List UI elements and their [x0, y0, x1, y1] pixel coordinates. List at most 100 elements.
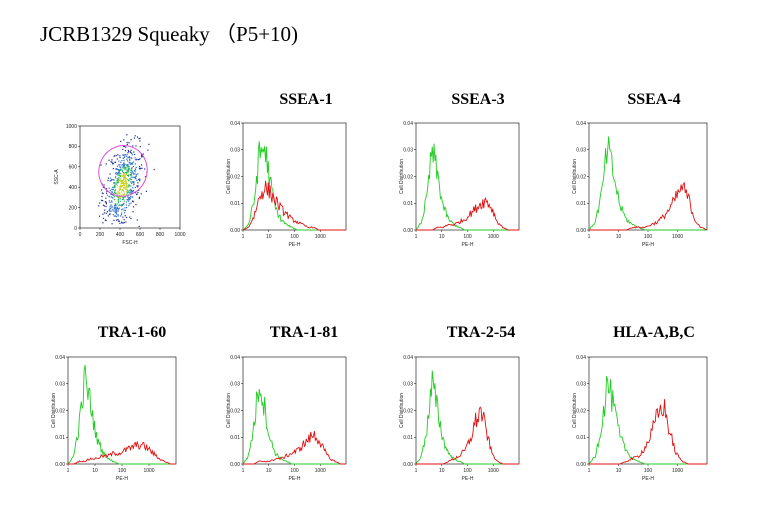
scatter-point [107, 179, 109, 182]
scatter-point [126, 189, 128, 191]
scatter-point [129, 189, 131, 192]
scatter-point [100, 199, 103, 201]
scatter-point [110, 200, 113, 202]
histogram-hla: 1 10 100 1000 0.00 0.01 0.02 0.03 0.04 PE-H Cell D… [572, 355, 708, 482]
scatter-point [113, 192, 116, 194]
scatter-point [131, 190, 133, 193]
scatter-point [122, 179, 124, 182]
scatter-point [125, 187, 127, 189]
scatter-point [131, 182, 133, 184]
scatter-point [124, 215, 126, 217]
scatter-point [122, 174, 125, 176]
scatter-point [119, 175, 121, 177]
scatter-point [123, 154, 125, 156]
scatter-point [135, 173, 138, 176]
y-tick-label: 0.00 [230, 462, 240, 468]
scatter-point [141, 167, 143, 169]
scatter-point [118, 178, 120, 180]
scatter-point [115, 205, 117, 207]
scatter-point [125, 221, 127, 223]
scatter-point [131, 162, 133, 164]
stained-histogram-line [68, 441, 176, 465]
scatter-point [130, 167, 133, 170]
scatter-point [117, 202, 120, 204]
scatter-point [136, 136, 139, 138]
scatter-point [142, 153, 144, 155]
scatter-point [127, 186, 129, 188]
scatter-point [118, 196, 120, 198]
control-histogram-line [67, 364, 176, 465]
x-tick-label: 1 [242, 234, 245, 240]
scatter-point [126, 171, 128, 173]
scatter-point [121, 166, 123, 168]
y-axis-label: SSC-A [54, 169, 60, 185]
scatter-point [106, 194, 109, 196]
scatter-point [139, 180, 141, 182]
scatter-point [105, 212, 107, 214]
scatter-point [115, 192, 117, 195]
scatter-point [106, 190, 108, 193]
x-tick-label: 100 [463, 234, 472, 240]
x-axis-label: PE-H [462, 242, 474, 248]
scatter-point [111, 201, 113, 203]
scatter-point [118, 169, 121, 172]
scatter-point [123, 202, 125, 205]
scatter-point [129, 158, 131, 160]
scatter-point [122, 208, 124, 210]
scatter-point [113, 179, 115, 181]
scatter-point [115, 210, 117, 212]
scatter-point [133, 137, 136, 139]
scatter-point [112, 163, 114, 165]
scatter-point [121, 222, 123, 224]
scatter-point [104, 209, 106, 211]
scatter-point [115, 168, 117, 170]
stained-histogram-line [243, 430, 346, 465]
plot-frame [415, 122, 520, 231]
scatter-point [132, 189, 134, 192]
scatter-point [130, 217, 132, 220]
scatter-point [115, 212, 118, 214]
y-tick-label: 0.02 [403, 174, 413, 180]
scatter-point [105, 197, 107, 199]
scatter-point [115, 154, 117, 157]
x-tick-label: 1 [67, 468, 70, 474]
scatter-point [135, 166, 137, 169]
scatter-point [121, 170, 123, 172]
scatter-point [134, 169, 137, 171]
scatter-point [127, 200, 130, 202]
scatter-point [98, 215, 101, 217]
scatter-point [108, 200, 110, 202]
control-histogram-line [588, 136, 707, 231]
scatter-point [128, 198, 131, 200]
scatter-point [121, 203, 123, 206]
y-tick-label: 0.03 [576, 382, 586, 388]
scatter-point [138, 197, 140, 200]
scatter-point [123, 209, 125, 211]
scatter-point [117, 177, 119, 180]
scatter-point [107, 177, 110, 179]
scatter-point [123, 176, 125, 178]
scatter-point [119, 156, 121, 159]
scatter-point [116, 207, 118, 210]
scatter-point [114, 208, 116, 210]
scatter-point [141, 156, 143, 158]
scatter-point [114, 176, 117, 178]
x-tick-label: 1000 [672, 468, 683, 474]
scatter-point [132, 206, 135, 208]
scatter-point [125, 177, 127, 180]
scatter-point [111, 190, 113, 193]
scatter-point [109, 201, 111, 204]
scatter-point [114, 210, 116, 212]
scatter-point [124, 175, 126, 177]
scatter-point [115, 173, 117, 175]
scatter-point [133, 173, 135, 175]
x-tick-label: 10 [266, 468, 272, 474]
scatter-point [132, 145, 134, 147]
scatter-point [124, 150, 127, 152]
scatter-point [144, 175, 147, 178]
y-axis-label: Cell Distribution [226, 393, 232, 428]
scatter-point [118, 220, 121, 222]
scatter-point [115, 171, 117, 174]
scatter-point [121, 182, 123, 184]
scatter-point [141, 154, 143, 156]
